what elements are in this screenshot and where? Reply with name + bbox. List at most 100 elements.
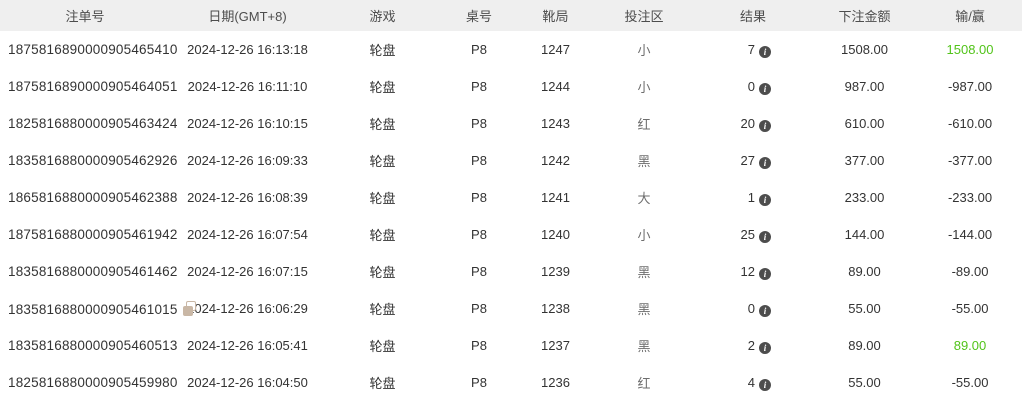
- bet-area: 红: [637, 117, 651, 132]
- bet-id: 1875816890000905465410: [8, 42, 178, 57]
- info-icon[interactable]: i: [759, 304, 771, 317]
- table-number: P8: [471, 338, 487, 353]
- table-number: P8: [471, 375, 487, 390]
- table-row: 1835816880000905461015 2024-12-26 16:06:…: [0, 290, 1022, 327]
- bet-amount: 55.00: [848, 375, 881, 390]
- table-number: P8: [471, 153, 487, 168]
- win-lose-amount: -55.00: [951, 375, 989, 390]
- win-lose-amount: -89.00: [951, 264, 989, 279]
- win-lose-amount: -610.00: [947, 116, 993, 131]
- shoe-round: 1238: [541, 301, 570, 316]
- bet-date: 2024-12-26 16:04:50: [187, 375, 308, 390]
- win-lose-amount: -377.00: [947, 153, 993, 168]
- result-number: 25: [740, 226, 755, 242]
- column-header-shoe: 靴局: [518, 0, 593, 31]
- info-icon[interactable]: i: [759, 230, 771, 243]
- result-number: 20: [740, 115, 755, 131]
- info-icon[interactable]: i: [759, 193, 771, 206]
- bet-date: 2024-12-26 16:11:10: [187, 79, 308, 94]
- game-name: 轮盘: [369, 191, 396, 206]
- result-number: 0: [747, 300, 755, 316]
- shoe-round: 1237: [541, 338, 570, 353]
- bet-area: 大: [637, 191, 651, 206]
- result-number: 27: [740, 152, 755, 168]
- table-row: 1875816890000905464051 2024-12-26 16:11:…: [0, 68, 1022, 105]
- bet-id: 1835816880000905461015: [8, 301, 178, 317]
- table-number: P8: [471, 264, 487, 279]
- column-header-bet-amount: 下注金额: [811, 0, 918, 31]
- shoe-round: 1239: [541, 264, 570, 279]
- shoe-round: 1243: [541, 116, 570, 131]
- game-name: 轮盘: [369, 339, 396, 354]
- result-number: 1: [747, 189, 755, 205]
- bet-area: 黑: [637, 302, 651, 317]
- table-number: P8: [471, 190, 487, 205]
- bet-date: 2024-12-26 16:05:41: [187, 338, 308, 353]
- info-icon[interactable]: i: [759, 119, 771, 132]
- table-number: P8: [471, 79, 487, 94]
- column-header-win-lose: 输/赢: [918, 0, 1022, 31]
- bet-id: 1875816890000905464051: [8, 79, 178, 94]
- table-row: 1835816880000905462926 2024-12-26 16:09:…: [0, 142, 1022, 179]
- bet-date: 2024-12-26 16:10:15: [187, 116, 308, 131]
- info-icon[interactable]: i: [759, 45, 771, 58]
- table-number: P8: [471, 42, 487, 57]
- game-name: 轮盘: [369, 80, 396, 95]
- result-number: 12: [740, 263, 755, 279]
- bet-date: 2024-12-26 16:07:15: [187, 264, 308, 279]
- info-icon[interactable]: i: [759, 378, 771, 391]
- win-lose-amount: -987.00: [947, 79, 993, 94]
- bet-date: 2024-12-26 16:09:33: [187, 153, 308, 168]
- result-number: 4: [747, 374, 755, 390]
- bet-date: 2024-12-26 16:08:39: [187, 190, 308, 205]
- shoe-round: 1236: [541, 375, 570, 390]
- table-row: 1825816880000905463424 2024-12-26 16:10:…: [0, 105, 1022, 142]
- bet-date: 2024-12-26 16:07:54: [187, 227, 308, 242]
- bet-area: 小: [637, 228, 651, 243]
- shoe-round: 1240: [541, 227, 570, 242]
- copy-icon[interactable]: [181, 300, 198, 317]
- table-row: 1835816880000905461462 2024-12-26 16:07:…: [0, 253, 1022, 290]
- game-name: 轮盘: [369, 228, 396, 243]
- bet-id: 1835816880000905460513: [8, 338, 178, 353]
- result-number: 2: [747, 337, 755, 353]
- info-icon[interactable]: i: [759, 82, 771, 95]
- column-header-table-no: 桌号: [440, 0, 518, 31]
- table-row: 1825816880000905459980 2024-12-26 16:04:…: [0, 364, 1022, 401]
- table-number: P8: [471, 301, 487, 316]
- table-row: 1835816880000905460513 2024-12-26 16:05:…: [0, 327, 1022, 364]
- bet-id: 1825816880000905463424: [8, 116, 178, 131]
- result-number: 7: [747, 41, 755, 57]
- bet-area: 黑: [637, 339, 651, 354]
- shoe-round: 1247: [541, 42, 570, 57]
- bet-id: 1835816880000905461462: [8, 264, 178, 279]
- table-row: 1875816880000905461942 2024-12-26 16:07:…: [0, 216, 1022, 253]
- bet-date: 2024-12-26 16:13:18: [187, 42, 308, 57]
- shoe-round: 1242: [541, 153, 570, 168]
- bet-id: 1835816880000905462926: [8, 153, 178, 168]
- win-lose-amount: 1508.00: [946, 42, 994, 57]
- bet-id: 1825816880000905459980: [8, 375, 178, 390]
- bet-amount: 987.00: [844, 79, 885, 94]
- bet-amount: 144.00: [844, 227, 885, 242]
- column-header-bet-area: 投注区: [593, 0, 695, 31]
- bet-amount: 89.00: [848, 264, 881, 279]
- bet-amount: 377.00: [844, 153, 885, 168]
- bet-id: 1865816880000905462388: [8, 190, 178, 205]
- table-number: P8: [471, 227, 487, 242]
- bet-area: 黑: [637, 265, 651, 280]
- info-icon[interactable]: i: [759, 341, 771, 354]
- bet-area: 黑: [637, 154, 651, 169]
- game-name: 轮盘: [369, 376, 396, 391]
- bet-amount: 89.00: [848, 338, 881, 353]
- table-header: 注单号 日期(GMT+8) 游戏 桌号 靴局 投注区 结果 下注金额 输/赢: [0, 0, 1022, 31]
- info-icon[interactable]: i: [759, 156, 771, 169]
- info-icon[interactable]: i: [759, 267, 771, 280]
- column-header-bet-id: 注单号: [0, 0, 170, 31]
- win-lose-amount: -144.00: [947, 227, 993, 242]
- game-name: 轮盘: [369, 43, 396, 58]
- bet-amount: 1508.00: [841, 42, 888, 57]
- bet-area: 小: [637, 43, 651, 58]
- win-lose-amount: -233.00: [947, 190, 993, 205]
